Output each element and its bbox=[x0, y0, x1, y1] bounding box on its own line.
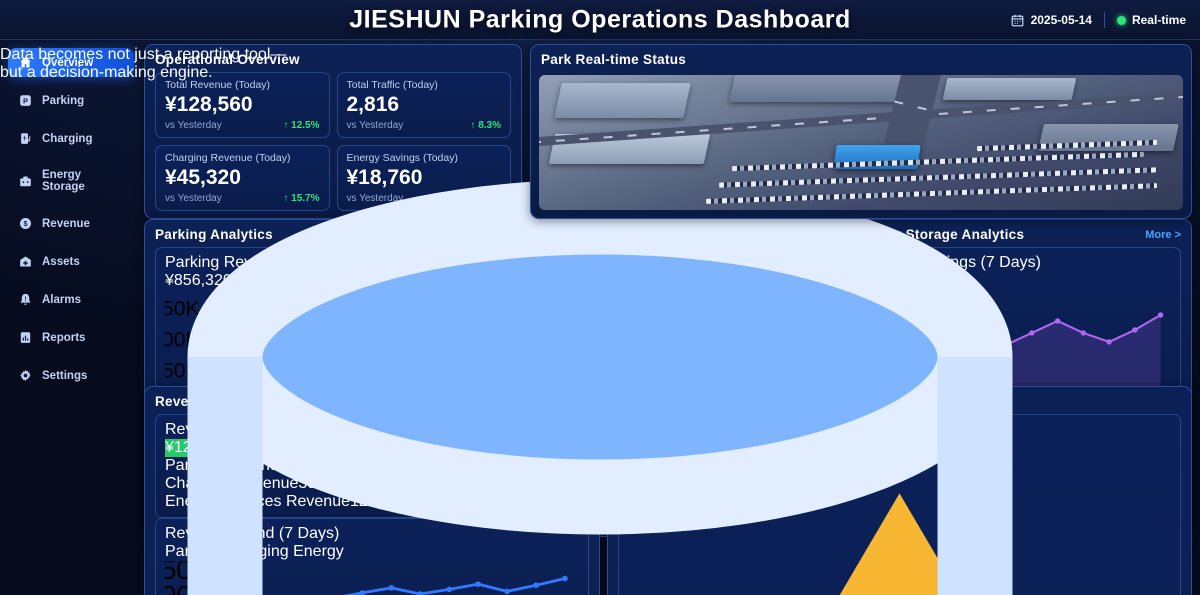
sidebar: Overview P Parking Charging Energy Stora… bbox=[8, 44, 134, 382]
reports-icon bbox=[20, 332, 31, 343]
park-aerial-image bbox=[539, 75, 1183, 210]
stat-total-traffic: Total Traffic (Today) 2,816 vs Yesterday… bbox=[336, 72, 511, 138]
stat-charging-revenue: Charging Revenue (Today) ¥45,320 vs Yest… bbox=[155, 145, 330, 211]
legend-item: Energy bbox=[293, 543, 344, 560]
trend-sublabel: (7 Days) bbox=[278, 525, 340, 542]
chart-value: ¥856,320 bbox=[165, 272, 232, 289]
sidebar-item-parking[interactable]: P Parking bbox=[8, 86, 134, 115]
sidebar-item-overview[interactable]: Overview bbox=[8, 48, 134, 77]
svg-text:P: P bbox=[23, 96, 28, 105]
stat-label: Total Traffic (Today) bbox=[346, 79, 438, 91]
stat-value: 2,816 bbox=[346, 93, 400, 116]
sidebar-item-label: Alarms bbox=[42, 293, 81, 306]
stat-label: Charging Revenue (Today) bbox=[165, 152, 291, 164]
bell-icon bbox=[20, 293, 31, 305]
dollar-icon: $ bbox=[20, 218, 31, 229]
section-title: Operational Overview bbox=[155, 52, 300, 67]
divider bbox=[1103, 12, 1105, 28]
realtime-chip: Real-time bbox=[1116, 13, 1186, 27]
stat-delta: ↑ 15.7% bbox=[283, 193, 320, 204]
sidebar-item-label: Revenue bbox=[42, 217, 90, 230]
sidebar-item-charging[interactable]: Charging bbox=[8, 124, 134, 153]
sidebar-item-reports[interactable]: Reports bbox=[8, 323, 134, 352]
stat-label: Energy Savings (Today) bbox=[346, 152, 458, 164]
topbar-right: 2025-05-14 Real-time bbox=[1010, 0, 1186, 40]
charging-icon bbox=[21, 133, 31, 144]
stat-label: Total Revenue (Today) bbox=[165, 79, 271, 91]
top-bar: JIESHUN Parking Operations Dashboard 202… bbox=[0, 0, 1200, 40]
date-label: 2025-05-14 bbox=[1030, 13, 1092, 27]
sidebar-item-label: Settings bbox=[42, 369, 88, 382]
sidebar-item-label: Overview bbox=[42, 56, 94, 69]
warning-icon bbox=[839, 493, 960, 595]
date-chip[interactable]: 2025-05-14 bbox=[1010, 13, 1092, 28]
sidebar-item-settings[interactable]: Settings bbox=[8, 361, 134, 390]
sidebar-item-label: Charging bbox=[42, 132, 93, 145]
stat-value: ¥18,760 bbox=[346, 166, 423, 189]
sidebar-item-revenue[interactable]: $ Revenue bbox=[8, 209, 134, 238]
home-icon bbox=[20, 57, 31, 68]
stat-total-revenue: Total Revenue (Today) ¥128,560 vs Yester… bbox=[155, 72, 330, 138]
energy-storage-icon bbox=[20, 176, 31, 186]
sidebar-item-label: Energy Storage bbox=[42, 169, 85, 193]
sidebar-item-assets[interactable]: Assets bbox=[8, 247, 134, 276]
svg-text:$: $ bbox=[24, 221, 28, 228]
section-title: Park Real-time Status bbox=[541, 52, 687, 67]
parking-icon: P bbox=[20, 95, 31, 106]
tagline-line2-prefix: but a bbox=[0, 64, 41, 81]
page-title: JIESHUN Parking Operations Dashboard bbox=[349, 5, 851, 33]
stat-vs-label: vs Yesterday bbox=[346, 193, 404, 204]
realtime-status-dot bbox=[1116, 15, 1126, 25]
stat-vs-label: vs Yesterday bbox=[165, 193, 222, 204]
realtime-label: Real-time bbox=[1131, 13, 1186, 27]
sidebar-item-label: Reports bbox=[42, 331, 86, 344]
more-link[interactable]: More > bbox=[1145, 228, 1181, 241]
tagline-line1: Data becomes not just a reporting tool— bbox=[0, 46, 287, 63]
stat-value: ¥128,560 bbox=[165, 93, 253, 116]
section-title: Parking Analytics bbox=[155, 227, 273, 242]
calendar-icon bbox=[1011, 14, 1023, 26]
stat-vs-label: vs Yesterday bbox=[165, 120, 222, 131]
stat-value: ¥45,320 bbox=[165, 166, 241, 189]
footer-banner: Data becomes not just a reporting tool— … bbox=[0, 46, 1200, 595]
stat-vs-label: vs Yesterday bbox=[346, 120, 404, 131]
stat-delta: ↑ 8.3% bbox=[470, 120, 501, 131]
sidebar-item-energy-storage[interactable]: Energy Storage bbox=[8, 162, 134, 200]
sidebar-item-label: Assets bbox=[42, 255, 80, 268]
sidebar-item-alarms[interactable]: Alarms bbox=[8, 285, 134, 314]
legend-label: Energy bbox=[293, 543, 344, 560]
stat-delta: ↑ 12.5% bbox=[283, 120, 320, 131]
tagline-highlight: decision-making engine. bbox=[40, 64, 213, 81]
assets-icon bbox=[20, 256, 31, 267]
footer-tagline: Data becomes not just a reporting tool— … bbox=[0, 46, 1200, 82]
gear-icon bbox=[20, 369, 31, 382]
park-status-card: Park Real-time Status bbox=[530, 44, 1192, 219]
sidebar-item-label: Parking bbox=[42, 94, 85, 107]
